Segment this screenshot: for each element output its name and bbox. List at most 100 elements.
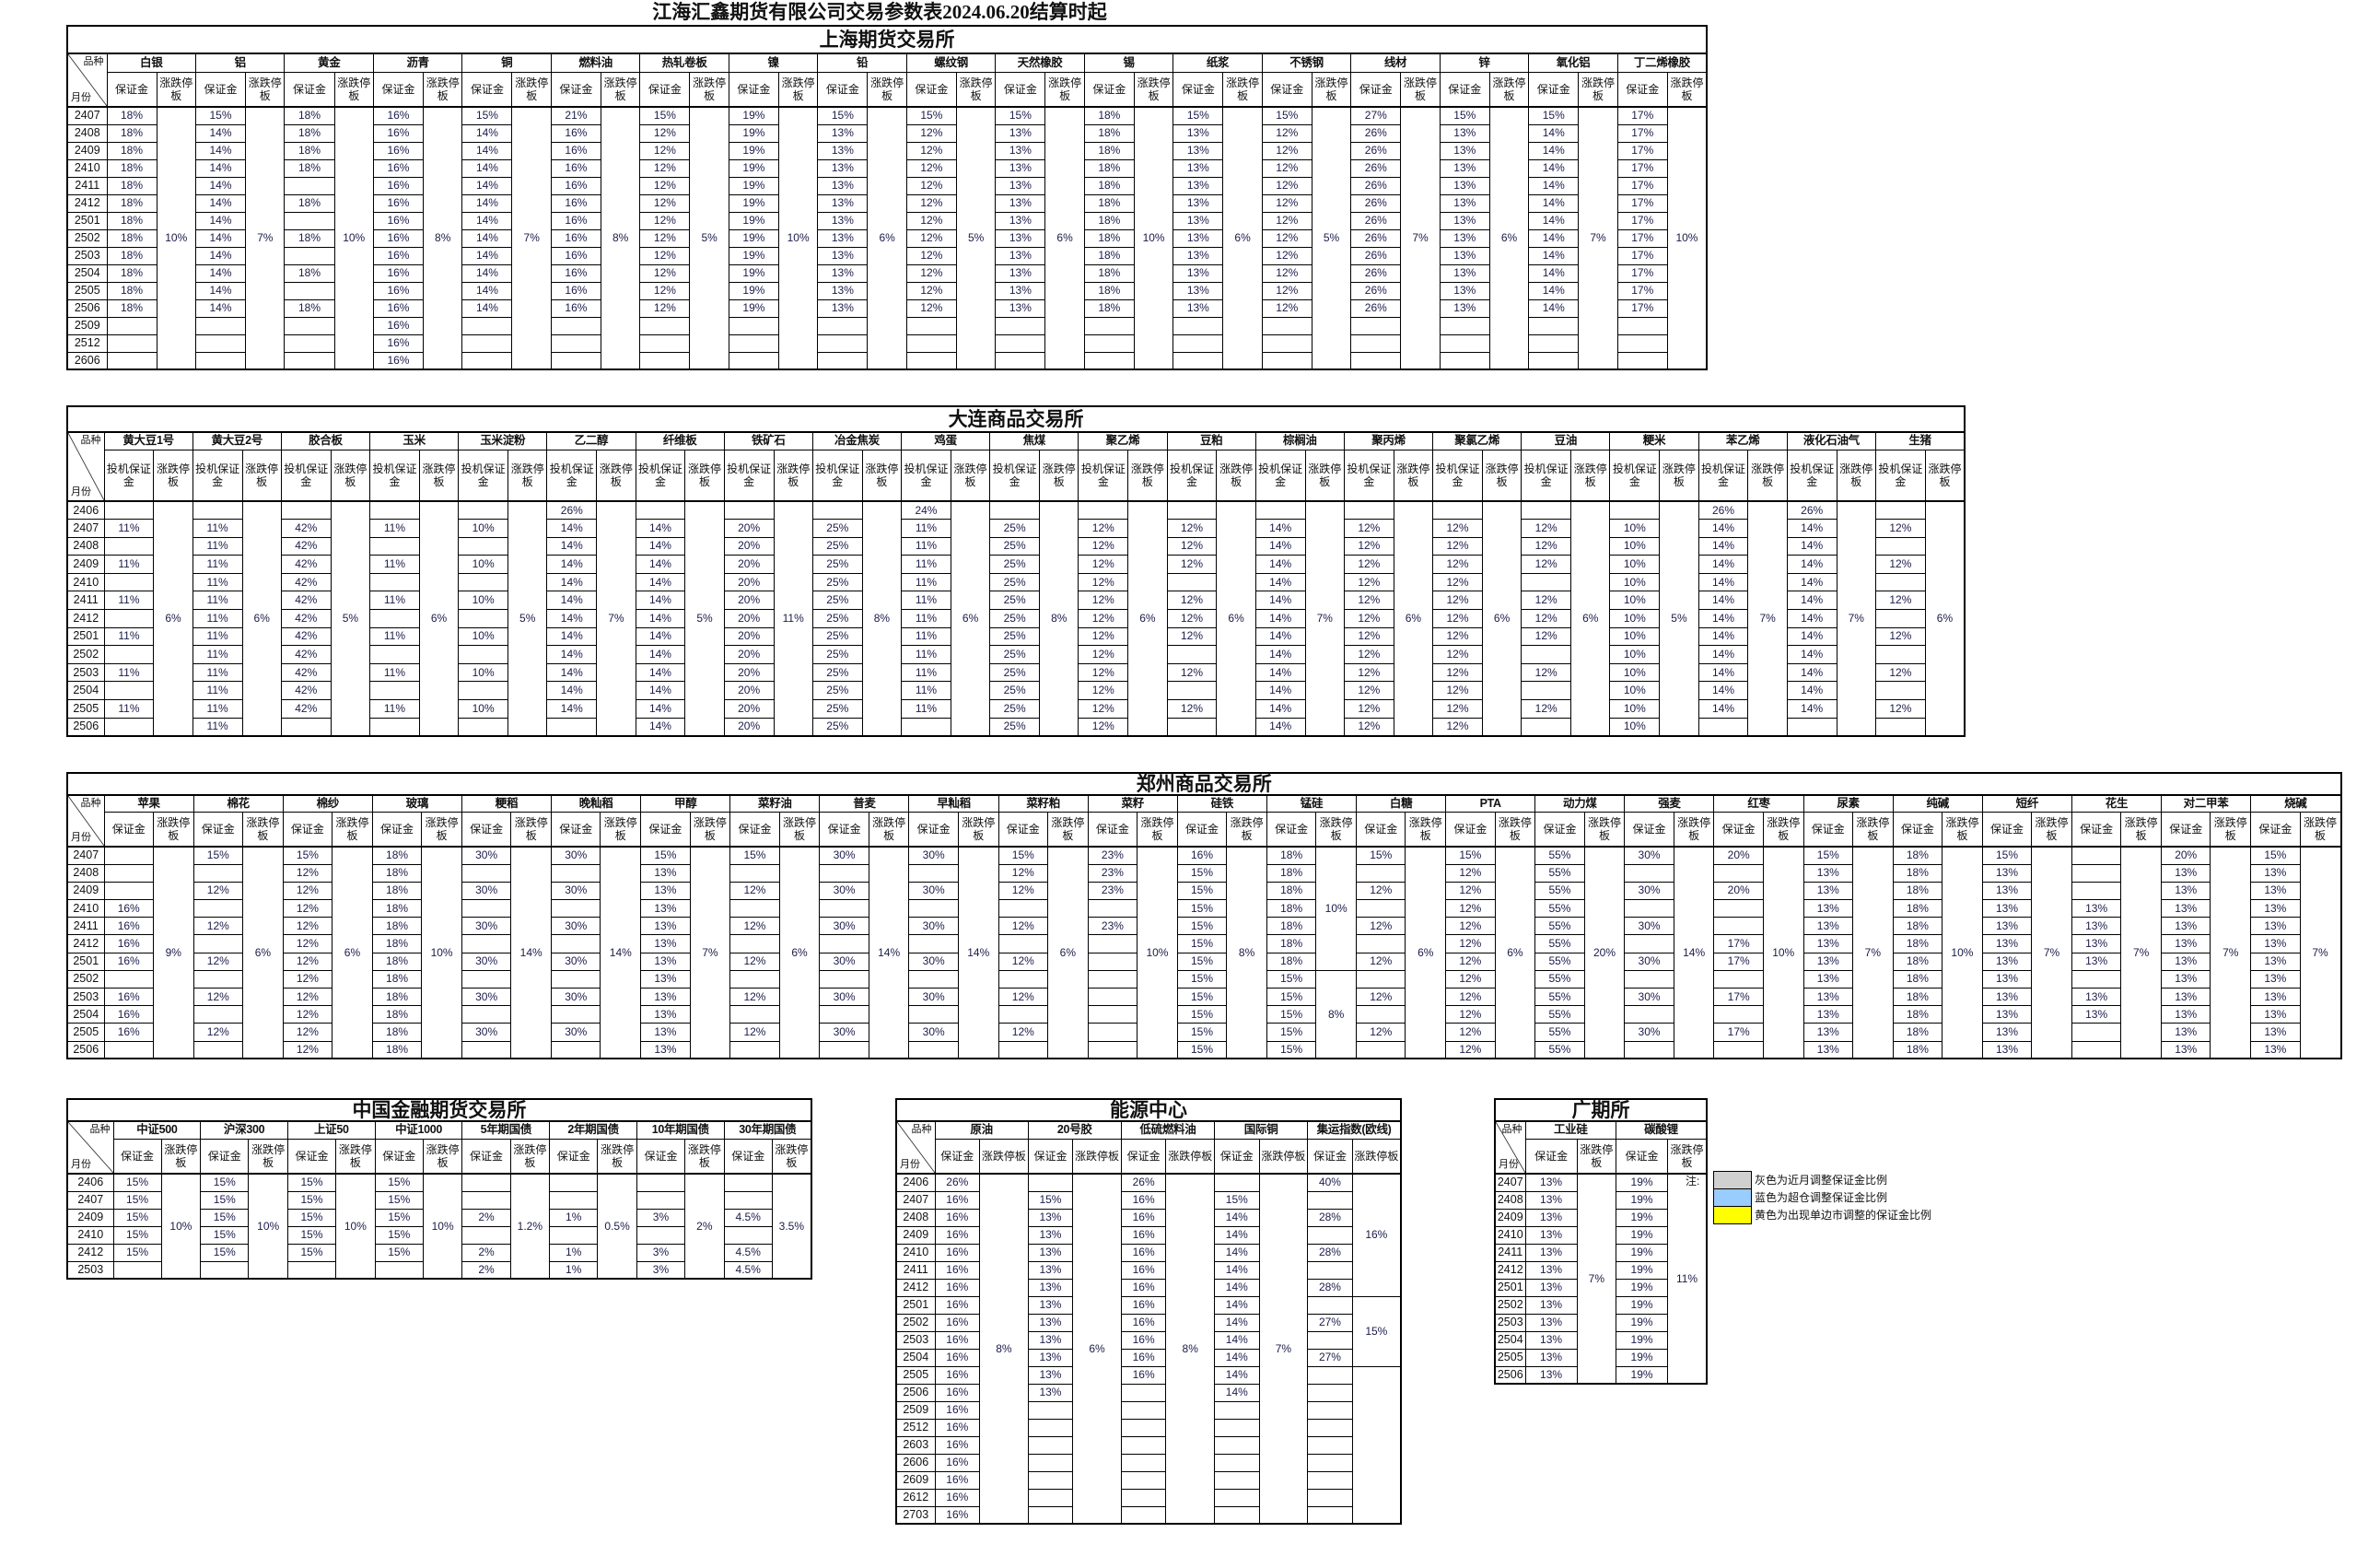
margin-cell: 15% (1176, 934, 1228, 953)
margin-cell: 12% (1432, 662, 1483, 683)
margin-cell: 12% (1343, 572, 1394, 592)
margin-cell: 14% (546, 645, 598, 664)
margin-cell: 30% (819, 917, 869, 936)
product-name: 锡 (1083, 53, 1174, 73)
margin-cell: 18% (1892, 952, 1943, 971)
legend-swatch (1713, 1205, 1752, 1224)
margin-header: 保证金 (374, 1138, 424, 1175)
margin-cell: 13% (817, 246, 869, 265)
limit-cell: 0.5% (597, 1174, 637, 1280)
margin-cell: 13% (1981, 1023, 2033, 1042)
margin-cell: 17% (1616, 123, 1668, 143)
corner-month-label: 月份 (71, 92, 91, 103)
margin-cell: 14% (1786, 662, 1838, 683)
margin-cell: 12% (1343, 626, 1394, 647)
margin-cell (1087, 1023, 1138, 1042)
margin-cell: 12% (1078, 699, 1129, 719)
margin-cell (1027, 1173, 1074, 1192)
margin-cell (1214, 1488, 1260, 1507)
margin-cell (1528, 316, 1580, 335)
margin-cell: 14% (546, 662, 598, 683)
margin-cell: 42% (280, 626, 332, 647)
margin-cell: 14% (1214, 1313, 1260, 1332)
margin-header: 投机保证金 (1343, 449, 1394, 502)
margin-cell: 4.5% (723, 1260, 773, 1280)
margin-cell: 30% (819, 846, 869, 865)
margin-cell: 25% (811, 555, 863, 574)
limit-header: 涨跌停板 (1666, 71, 1708, 108)
margin-header: 保证金 (728, 71, 779, 108)
margin-cell (461, 316, 513, 335)
product-name: 工业硅 (1524, 1120, 1616, 1140)
margin-cell: 12% (1261, 141, 1312, 160)
margin-cell: 10% (1609, 662, 1661, 683)
margin-cell: 14% (635, 572, 686, 592)
margin-cell: 12% (1261, 123, 1312, 143)
month-cell: 2411 (66, 176, 108, 195)
margin-cell: 18% (284, 298, 335, 318)
margin-cell: 18% (1892, 1023, 1943, 1042)
table-row: 2407 16% 15% 16% 15% (895, 1190, 1401, 1210)
margin-cell: 13% (1524, 1313, 1578, 1332)
margin-header: 保证金 (1616, 71, 1668, 108)
month-cell: 2501 (1494, 1278, 1526, 1297)
limit-cell: 20% (1583, 847, 1626, 1059)
margin-cell: 13% (1981, 917, 2033, 936)
margin-cell: 18% (371, 1023, 423, 1042)
margin-cell: 14% (194, 246, 247, 265)
margin-cell: 12% (639, 298, 691, 318)
product-name: 菜籽粕 (998, 794, 1089, 813)
margin-cell (1254, 500, 1306, 521)
margin-cell: 12% (639, 211, 691, 230)
margin-cell (200, 1260, 250, 1280)
product-name: 短纤 (1981, 794, 2072, 813)
margin-cell: 12% (729, 952, 780, 971)
product-name: 鸡蛋 (901, 431, 991, 450)
margin-cell: 14% (1786, 536, 1838, 556)
product-name: 早籼稻 (908, 794, 999, 813)
margin-cell: 12% (905, 123, 957, 143)
product-name: 苯乙烯 (1698, 431, 1788, 450)
margin-cell: 14% (1254, 555, 1306, 574)
margin-cell (192, 863, 244, 883)
month-cell: 2410 (66, 572, 105, 592)
margin-cell: 15% (1214, 1190, 1260, 1210)
margin-cell: 11% (901, 555, 951, 574)
margin-cell (1087, 969, 1138, 989)
margin-cell (1027, 1505, 1074, 1525)
margin-cell: 18% (106, 123, 158, 143)
margin-cell: 18% (284, 141, 335, 160)
margin-cell: 12% (192, 917, 244, 936)
margin-cell: 10% (1609, 609, 1661, 628)
margin-cell: 14% (635, 555, 686, 574)
margin-cell: 13% (995, 246, 1046, 265)
margin-cell: 14% (1528, 176, 1580, 195)
margin-cell (1307, 1260, 1353, 1280)
margin-cell (1307, 1470, 1353, 1490)
margin-cell: 16% (1120, 1313, 1167, 1332)
corner-product-label: 品种 (1501, 1124, 1522, 1135)
margin-cell: 19% (1615, 1313, 1669, 1332)
table-row: 2503 13% 19% (1494, 1313, 1707, 1332)
margin-cell (284, 281, 335, 300)
margin-cell: 12% (1078, 626, 1129, 647)
margin-cell: 14% (1786, 519, 1838, 538)
limit-header: 涨跌停板 (1851, 811, 1894, 848)
margin-cell: 12% (639, 193, 691, 213)
limit-cell: 10% (421, 847, 462, 1059)
margin-cell: 14% (635, 536, 686, 556)
margin-cell: 16% (550, 298, 601, 318)
margin-cell: 12% (639, 228, 691, 248)
margin-cell: 16% (934, 1470, 981, 1490)
margin-cell (819, 1040, 869, 1059)
margin-cell (1120, 1383, 1167, 1402)
margin-header: 投机保证金 (1254, 449, 1306, 502)
margin-cell: 12% (729, 881, 780, 901)
limit-header: 涨跌停板 (422, 1138, 463, 1175)
margin-cell: 12% (192, 952, 244, 971)
margin-cell: 12% (998, 952, 1049, 971)
month-cell: 2409 (1494, 1208, 1526, 1227)
margin-cell (1087, 987, 1138, 1007)
margin-cell: 14% (546, 555, 598, 574)
margin-cell (1120, 1470, 1167, 1490)
